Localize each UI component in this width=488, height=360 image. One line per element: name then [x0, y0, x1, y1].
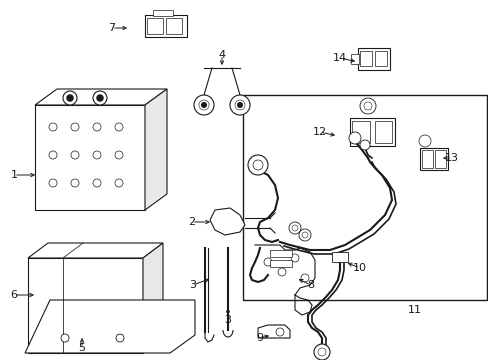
Circle shape: [418, 135, 430, 147]
Circle shape: [275, 328, 284, 336]
Text: 14: 14: [332, 53, 346, 63]
Text: 13: 13: [444, 153, 458, 163]
Text: 3: 3: [224, 315, 231, 325]
Circle shape: [288, 222, 301, 234]
Circle shape: [93, 151, 101, 159]
Circle shape: [247, 155, 267, 175]
Bar: [374, 51, 386, 66]
Circle shape: [115, 123, 123, 131]
Circle shape: [252, 160, 263, 170]
Circle shape: [116, 334, 124, 342]
Circle shape: [93, 123, 101, 131]
Bar: [434, 150, 445, 168]
Bar: [331, 252, 347, 262]
Circle shape: [348, 132, 360, 144]
Circle shape: [93, 91, 107, 105]
Text: 1: 1: [10, 170, 18, 180]
Bar: [359, 51, 371, 66]
Circle shape: [49, 123, 57, 131]
Circle shape: [49, 151, 57, 159]
Circle shape: [71, 179, 79, 187]
Circle shape: [359, 98, 375, 114]
Circle shape: [298, 229, 310, 241]
Polygon shape: [258, 325, 289, 338]
Circle shape: [317, 348, 325, 356]
Polygon shape: [28, 243, 163, 258]
Polygon shape: [35, 89, 167, 105]
Bar: [243, 95, 486, 300]
Bar: [349, 118, 394, 146]
Bar: [35, 105, 145, 210]
Polygon shape: [145, 89, 167, 210]
Circle shape: [235, 100, 244, 110]
Bar: [165, 18, 182, 34]
Text: 10: 10: [352, 263, 366, 273]
Bar: [419, 148, 447, 170]
Circle shape: [93, 179, 101, 187]
Bar: [145, 15, 186, 37]
Bar: [421, 150, 432, 168]
Bar: [351, 121, 369, 143]
Text: 11: 11: [407, 305, 421, 315]
Text: 3: 3: [189, 280, 196, 290]
Bar: [357, 48, 389, 70]
Circle shape: [237, 102, 243, 108]
Circle shape: [194, 95, 214, 115]
Circle shape: [63, 91, 77, 105]
Circle shape: [49, 179, 57, 187]
Text: 2: 2: [188, 217, 195, 227]
Circle shape: [301, 274, 308, 282]
Bar: [350, 54, 358, 64]
Text: 6: 6: [10, 290, 18, 300]
Circle shape: [71, 151, 79, 159]
Circle shape: [302, 232, 307, 238]
Circle shape: [363, 102, 371, 110]
Bar: [269, 260, 291, 267]
Text: 9: 9: [256, 333, 263, 343]
Polygon shape: [25, 300, 195, 353]
Text: 7: 7: [108, 23, 115, 33]
Text: 12: 12: [312, 127, 326, 137]
Circle shape: [313, 344, 329, 360]
Circle shape: [66, 94, 73, 102]
Polygon shape: [142, 243, 163, 353]
Circle shape: [96, 94, 103, 102]
Bar: [269, 250, 291, 257]
Circle shape: [291, 225, 297, 231]
Text: 4: 4: [218, 50, 225, 60]
Bar: [374, 121, 391, 143]
Bar: [28, 258, 142, 353]
Circle shape: [201, 102, 206, 108]
Circle shape: [264, 258, 271, 266]
Circle shape: [229, 95, 249, 115]
Circle shape: [115, 179, 123, 187]
Bar: [147, 18, 163, 34]
Circle shape: [290, 254, 298, 262]
Circle shape: [71, 123, 79, 131]
Circle shape: [199, 100, 208, 110]
Circle shape: [61, 334, 69, 342]
Bar: [153, 10, 173, 16]
Circle shape: [278, 268, 285, 276]
Text: 5: 5: [79, 343, 85, 353]
Text: 8: 8: [307, 280, 314, 290]
Circle shape: [359, 140, 369, 150]
Polygon shape: [209, 208, 244, 235]
Circle shape: [115, 151, 123, 159]
